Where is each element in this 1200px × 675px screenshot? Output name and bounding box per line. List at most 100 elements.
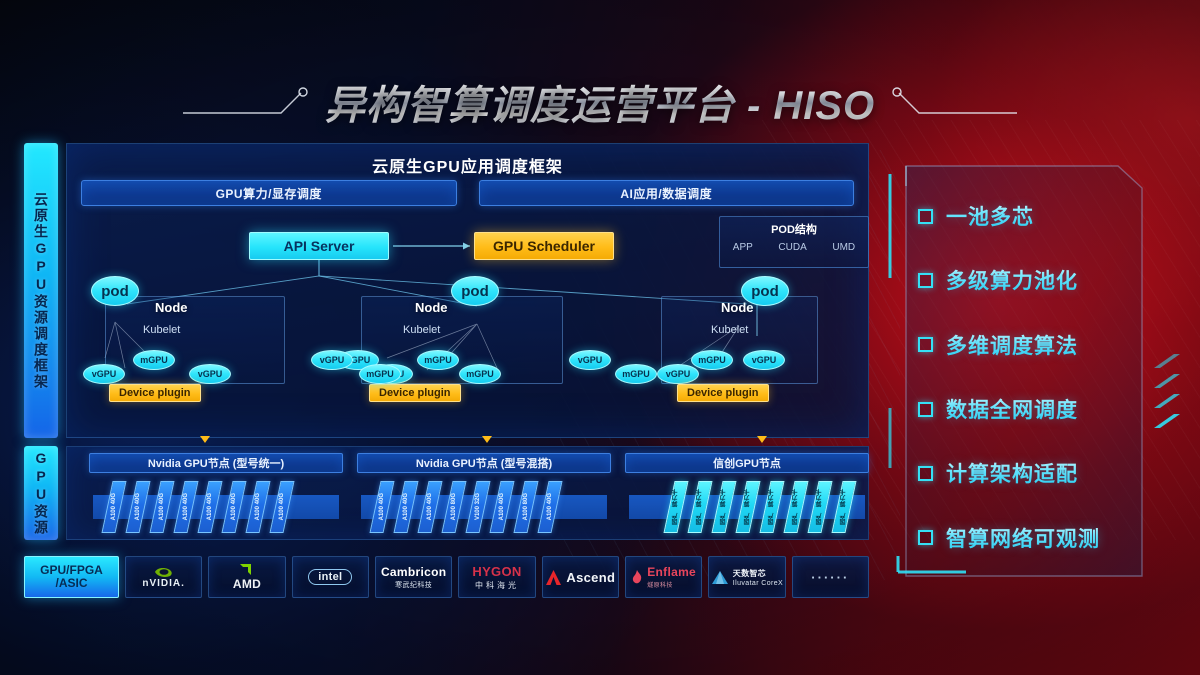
checkbox-icon	[918, 401, 933, 417]
flow-arrow-3	[757, 436, 767, 443]
api-server-node[interactable]: API Server	[249, 232, 389, 260]
gpu-card-strip-2: A100 40G A100 40G A100 40G A100 80G V100…	[357, 481, 611, 533]
feature-label-3: 多维调度算法	[946, 330, 1078, 360]
feature-list: 一池多芯 多级算力池化 多维调度算法 数据全网调度 计算架构适配 智算网络可观测	[894, 174, 1156, 580]
gpu-card-label: A100 40G	[159, 493, 166, 521]
vendor-subname-enflame: 燧原科技	[647, 583, 673, 589]
pod-structure-item-app: APP	[732, 242, 753, 253]
vendor-name-intel: intel	[308, 569, 353, 585]
sidebar-label-framework-text: 云原生GPU资源调度框架	[33, 191, 49, 390]
gpu-card-label: A100 40G	[547, 493, 554, 521]
gpu-card-label: A100 40G	[279, 493, 286, 521]
gpu-column-header-2[interactable]: Nvidia GPU节点 (型号混搭)	[357, 453, 611, 473]
vendor-subname-cambricon: 寒武纪科技	[395, 581, 433, 589]
gpu-card-label: A100 40G	[255, 493, 262, 521]
device-plugin-1[interactable]: Device plugin	[109, 384, 201, 402]
pod-node-1[interactable]: pod	[91, 276, 139, 306]
vendor-logo-row: GPU/FPGA /ASIC nVIDIA. AMD intel Cambric…	[24, 556, 869, 598]
vendor-logo-hygon[interactable]: HYGON 中科海光	[458, 556, 536, 598]
gpu-card-label: A100 40G	[231, 493, 238, 521]
mgpu-3-1[interactable]: mGPU	[691, 350, 733, 370]
gpu-scheduler-node[interactable]: GPU Scheduler	[474, 232, 614, 260]
scheduler-area: API Server GPU Scheduler POD结构 APP CUDA …	[67, 216, 869, 437]
pod-node-3[interactable]: pod	[741, 276, 789, 306]
device-plugin-2[interactable]: Device plugin	[369, 384, 461, 402]
vgpu-3-2[interactable]: vGPU	[743, 350, 785, 370]
vendor-name-amd: AMD	[232, 577, 262, 591]
feature-label-4: 数据全网调度	[946, 394, 1078, 424]
vendor-name-cambricon: Cambricon	[380, 564, 447, 579]
pod-structure-item-cuda: CUDA	[778, 242, 807, 253]
gpu-column-header-3[interactable]: 信创GPU节点	[625, 453, 869, 473]
nvidia-eye-icon	[153, 566, 175, 578]
vendor-logo-amd[interactable]: AMD	[208, 556, 286, 598]
vendor-subname-iluvatar: Iluvatar CoreX	[732, 579, 784, 587]
vendor-logo-nvidia[interactable]: nVIDIA.	[125, 556, 203, 598]
mgpu-extra-4[interactable]: mGPU	[615, 364, 657, 384]
vendor-category-line2: /ASIC	[55, 576, 88, 590]
vendor-subname-hygon: 中科海光	[474, 580, 519, 590]
mgpu-1-2[interactable]: mGPU	[133, 350, 175, 370]
gpu-card-label: 国产 算力卡	[721, 489, 727, 525]
vendor-logo-more[interactable]: ······	[791, 556, 869, 598]
vgpu-3-3[interactable]: vGPU	[657, 364, 699, 384]
pod-structure-item-umd: UMD	[832, 242, 856, 253]
vendor-name-enflame: Enflame	[647, 565, 697, 579]
checkbox-icon	[918, 208, 933, 224]
gpu-card-label: A100 40G	[499, 493, 506, 521]
vendor-logo-enflame[interactable]: Enflame 燧原科技	[624, 556, 703, 598]
pod-structure-box: POD结构 APP CUDA UMD	[719, 216, 869, 268]
gpu-card-strip-3: 国产 算力卡 国产 算力卡 国产 算力卡 国产 算力卡 国产 算力卡 国产 算力…	[625, 481, 869, 533]
feature-panel-frame	[888, 165, 1143, 577]
device-plugin-3[interactable]: Device plugin	[677, 384, 769, 402]
node-label-2: Node	[415, 300, 448, 315]
mgpu-2-4[interactable]: mGPU	[459, 364, 501, 384]
gpu-card-label: A100 40G	[183, 493, 190, 521]
vgpu-1-3[interactable]: vGPU	[189, 364, 231, 384]
iluvatar-mountain-icon	[711, 570, 729, 585]
vendor-logo-intel[interactable]: intel	[291, 556, 369, 598]
vendor-category-label: GPU/FPGA /ASIC	[24, 556, 119, 598]
gpu-card-strip-1: A100 40G A100 40G A100 40G A100 40G A100…	[89, 481, 343, 533]
sidebar-label-gpu-resource-text: GPU资源	[33, 450, 49, 536]
capability-bar-row: GPU算力/显存调度 AI应用/数据调度	[81, 180, 854, 206]
gpu-card-label: 国产 算力卡	[793, 489, 799, 525]
gpu-card-label: A100 40G	[379, 493, 386, 521]
gpu-card-label: A100 40G	[207, 493, 214, 521]
gpu-column-header-1[interactable]: Nvidia GPU节点 (型号统一)	[89, 453, 343, 473]
mgpu-extra-2[interactable]: mGPU	[359, 364, 401, 384]
feature-panel-stripes	[1154, 354, 1180, 428]
vgpu-extra-1[interactable]: vGPU	[311, 350, 353, 370]
gpu-card-label: V100 32G	[475, 493, 481, 521]
feature-item-3[interactable]: 多维调度算法	[918, 330, 1156, 360]
title-decoration-left	[181, 87, 311, 117]
vendor-logo-iluvatar[interactable]: 天数智芯 Iluvatar CoreX	[708, 556, 786, 598]
feature-item-2[interactable]: 多级算力池化	[918, 265, 1156, 295]
kubelet-label-1: Kubelet	[143, 324, 181, 336]
node-label-1: Node	[155, 300, 188, 315]
feature-item-1[interactable]: 一池多芯	[918, 201, 1156, 231]
vendor-logo-cambricon[interactable]: Cambricon 寒武纪科技	[374, 556, 453, 598]
gpu-card-label: A100 40G	[111, 493, 118, 521]
gpu-card-label: 国产 算力卡	[697, 489, 703, 525]
checkbox-icon	[918, 272, 933, 288]
pod-node-2[interactable]: pod	[451, 276, 499, 306]
feature-label-6: 智算网络可观测	[946, 523, 1100, 553]
gpu-card-label: A100 40G	[403, 493, 410, 521]
feature-item-4[interactable]: 数据全网调度	[918, 394, 1156, 424]
feature-item-6[interactable]: 智算网络可观测	[918, 523, 1156, 553]
vgpu-1-1[interactable]: vGPU	[83, 364, 125, 384]
gpu-column-3: 信创GPU节点 国产 算力卡 国产 算力卡 国产 算力卡 国产 算力卡 国产 算…	[625, 453, 869, 535]
capability-bar-gpu-compute[interactable]: GPU算力/显存调度	[81, 180, 457, 206]
flow-arrow-1	[200, 436, 210, 443]
gpu-card-label: 国产 算力卡	[841, 489, 847, 525]
feature-item-5[interactable]: 计算架构适配	[918, 458, 1156, 488]
pod-structure-title: POD结构	[771, 224, 817, 236]
mgpu-2-2[interactable]: mGPU	[417, 350, 459, 370]
vendor-name-nvidia: nVIDIA.	[142, 577, 185, 589]
vendor-logo-ascend[interactable]: Ascend	[541, 556, 619, 598]
vgpu-extra-3[interactable]: vGPU	[569, 350, 611, 370]
vendor-name-more: ······	[811, 569, 850, 585]
title-decoration-right	[889, 87, 1019, 117]
capability-bar-ai-data[interactable]: AI应用/数据调度	[478, 180, 854, 206]
